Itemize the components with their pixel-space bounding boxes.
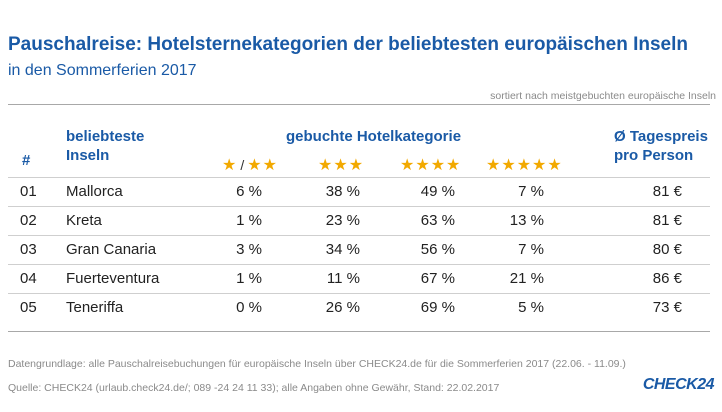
island-name: Gran Canaria (66, 241, 157, 258)
share-3-stars: 34 % (325, 241, 360, 258)
daily-price: 73 € (652, 299, 682, 316)
island-name: Kreta (66, 212, 102, 229)
row-number: 05 (20, 299, 37, 316)
share-3-stars: 38 % (325, 183, 360, 200)
stars-5-header: ★★★★★ (486, 157, 563, 174)
chart-title: Pauschalreise: Hotelsternekategorien der… (8, 34, 689, 55)
table-row: 01 Mallorca 6 % 38 % 49 % 7 % 81 € (8, 177, 710, 207)
stars-4-header: ★★★★ (400, 157, 462, 174)
data-table: # beliebteste Inseln gebuchte Hotelkateg… (8, 104, 710, 332)
row-number: 03 (20, 241, 37, 258)
share-1-2-stars: 0 % (236, 299, 262, 316)
share-3-stars: 23 % (325, 212, 360, 229)
stars-1-2-header: ★ / ★★ (222, 155, 278, 175)
share-3-stars: 26 % (325, 299, 360, 316)
daily-price: 80 € (652, 241, 682, 258)
stars-3-header: ★★★ (318, 157, 365, 174)
share-5-stars: 21 % (509, 270, 544, 287)
daily-price: 86 € (652, 270, 682, 287)
daily-price: 81 € (652, 212, 682, 229)
daily-price: 81 € (652, 183, 682, 200)
chart-subtitle: in den Sommerferien 2017 (8, 62, 197, 79)
header-islands: beliebteste Inseln (66, 128, 145, 164)
row-number: 01 (20, 183, 37, 200)
table-row: 05 Teneriffa 0 % 26 % 69 % 5 % 73 € (8, 293, 710, 323)
row-number: 02 (20, 212, 37, 229)
share-4-stars: 69 % (420, 299, 455, 316)
sort-note: sortiert nach meistgebuchten europäische… (490, 90, 716, 102)
header-number: # (22, 152, 31, 169)
star-icon: ★ (222, 157, 238, 174)
footer-data-basis: Datengrundlage: alle Pauschalreisebuchun… (8, 358, 626, 370)
table-row: 02 Kreta 1 % 23 % 63 % 13 % 81 € (8, 206, 710, 236)
footer-source: Quelle: CHECK24 (urlaub.check24.de/; 089… (8, 382, 500, 394)
stars-separator: / (240, 157, 245, 173)
share-4-stars: 56 % (420, 241, 455, 258)
island-name: Fuerteventura (66, 270, 160, 287)
island-name: Teneriffa (66, 299, 124, 316)
share-5-stars: 7 % (518, 183, 544, 200)
share-4-stars: 63 % (420, 212, 455, 229)
check24-logo: CHECK24 (642, 376, 715, 393)
header-daily-price: Ø Tagespreis pro Person (614, 128, 708, 164)
share-5-stars: 7 % (518, 241, 544, 258)
island-name: Mallorca (66, 183, 123, 200)
share-5-stars: 13 % (509, 212, 544, 229)
share-5-stars: 5 % (518, 299, 544, 316)
share-4-stars: 49 % (420, 183, 455, 200)
share-1-2-stars: 3 % (236, 241, 262, 258)
row-number: 04 (20, 270, 37, 287)
star-icon: ★★ (247, 157, 278, 174)
share-1-2-stars: 6 % (236, 183, 262, 200)
share-3-stars: 11 % (326, 270, 360, 287)
share-4-stars: 67 % (420, 270, 455, 287)
share-1-2-stars: 1 % (236, 270, 262, 287)
header-hotel-category: gebuchte Hotelkategorie (286, 128, 462, 145)
table-row: 04 Fuerteventura 1 % 11 % 67 % 21 % 86 € (8, 264, 710, 294)
share-1-2-stars: 1 % (236, 212, 262, 229)
table-row: 03 Gran Canaria 3 % 34 % 56 % 7 % 80 € (8, 235, 710, 265)
